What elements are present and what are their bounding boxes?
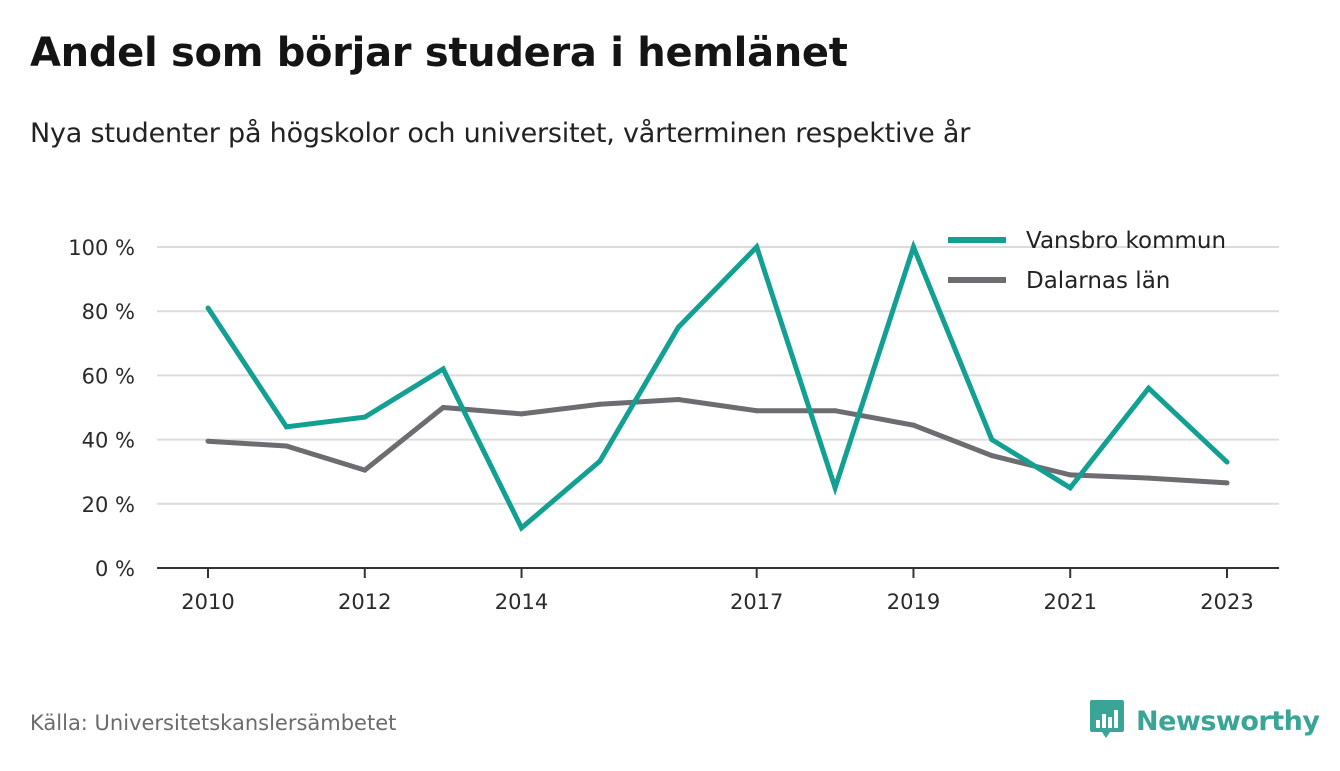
y-tick-label: 0 % bbox=[95, 557, 135, 581]
data-point-dalarna bbox=[1224, 480, 1230, 486]
data-point-vansbro bbox=[362, 414, 368, 420]
data-point-vansbro bbox=[989, 437, 995, 443]
y-tick-label: 60 % bbox=[82, 364, 135, 388]
data-point-vansbro bbox=[1067, 485, 1073, 491]
data-point-vansbro bbox=[910, 244, 916, 250]
y-tick-label: 20 % bbox=[82, 493, 135, 517]
data-point-vansbro bbox=[1224, 459, 1230, 465]
data-point-vansbro bbox=[1146, 385, 1152, 391]
chart-title: Andel som börjar studera i hemlänet bbox=[30, 30, 848, 76]
data-point-vansbro bbox=[440, 366, 446, 372]
data-point-vansbro bbox=[754, 244, 760, 250]
data-point-dalarna bbox=[283, 443, 289, 449]
y-tick-label: 100 % bbox=[68, 236, 135, 260]
y-tick-label: 80 % bbox=[82, 300, 135, 324]
y-tick-label: 40 % bbox=[82, 429, 135, 453]
legend-label: Vansbro kommun bbox=[1026, 228, 1226, 254]
x-tick-label: 2012 bbox=[338, 590, 391, 614]
data-point-dalarna bbox=[754, 408, 760, 414]
data-point-dalarna bbox=[1146, 475, 1152, 481]
x-tick-label: 2021 bbox=[1044, 590, 1097, 614]
data-point-dalarna bbox=[910, 422, 916, 428]
source-note: Källa: Universitetskanslersämbetet bbox=[30, 711, 397, 735]
data-point-dalarna bbox=[440, 405, 446, 410]
bar-chart-speech-bubble-icon bbox=[1088, 698, 1126, 744]
x-tick-label: 2019 bbox=[887, 590, 940, 614]
brand-logo: Newsworthy bbox=[1088, 698, 1320, 744]
data-point-dalarna bbox=[989, 453, 995, 459]
series-line-vansbro bbox=[205, 239, 1229, 532]
data-point-dalarna bbox=[675, 396, 681, 402]
brand-name: Newsworthy bbox=[1136, 705, 1320, 737]
data-point-vansbro bbox=[597, 458, 603, 464]
data-point-dalarna bbox=[205, 438, 211, 444]
data-point-vansbro bbox=[519, 525, 525, 531]
data-point-vansbro bbox=[832, 485, 838, 491]
series-line-dalarna bbox=[207, 396, 1228, 486]
x-tick-label: 2017 bbox=[730, 590, 783, 614]
data-point-dalarna bbox=[519, 411, 525, 417]
x-tick-label: 2014 bbox=[495, 590, 548, 614]
x-tick-label: 2023 bbox=[1200, 590, 1253, 614]
legend-label: Dalarnas län bbox=[1026, 268, 1170, 294]
x-tick-label: 2010 bbox=[181, 590, 234, 614]
data-point-dalarna bbox=[1067, 472, 1073, 478]
data-point-vansbro bbox=[205, 305, 211, 311]
data-point-dalarna bbox=[597, 401, 603, 407]
chart-subtitle: Nya studenter på högskolor och universit… bbox=[30, 118, 971, 149]
data-point-vansbro bbox=[283, 424, 289, 430]
data-point-vansbro bbox=[675, 324, 681, 330]
line-chart: 0 % 20 % 40 % 60 % 80 % 100 % 2010 2012 2014 2017… bbox=[68, 228, 1279, 614]
data-point-dalarna bbox=[362, 467, 368, 473]
data-point-dalarna bbox=[832, 408, 838, 414]
